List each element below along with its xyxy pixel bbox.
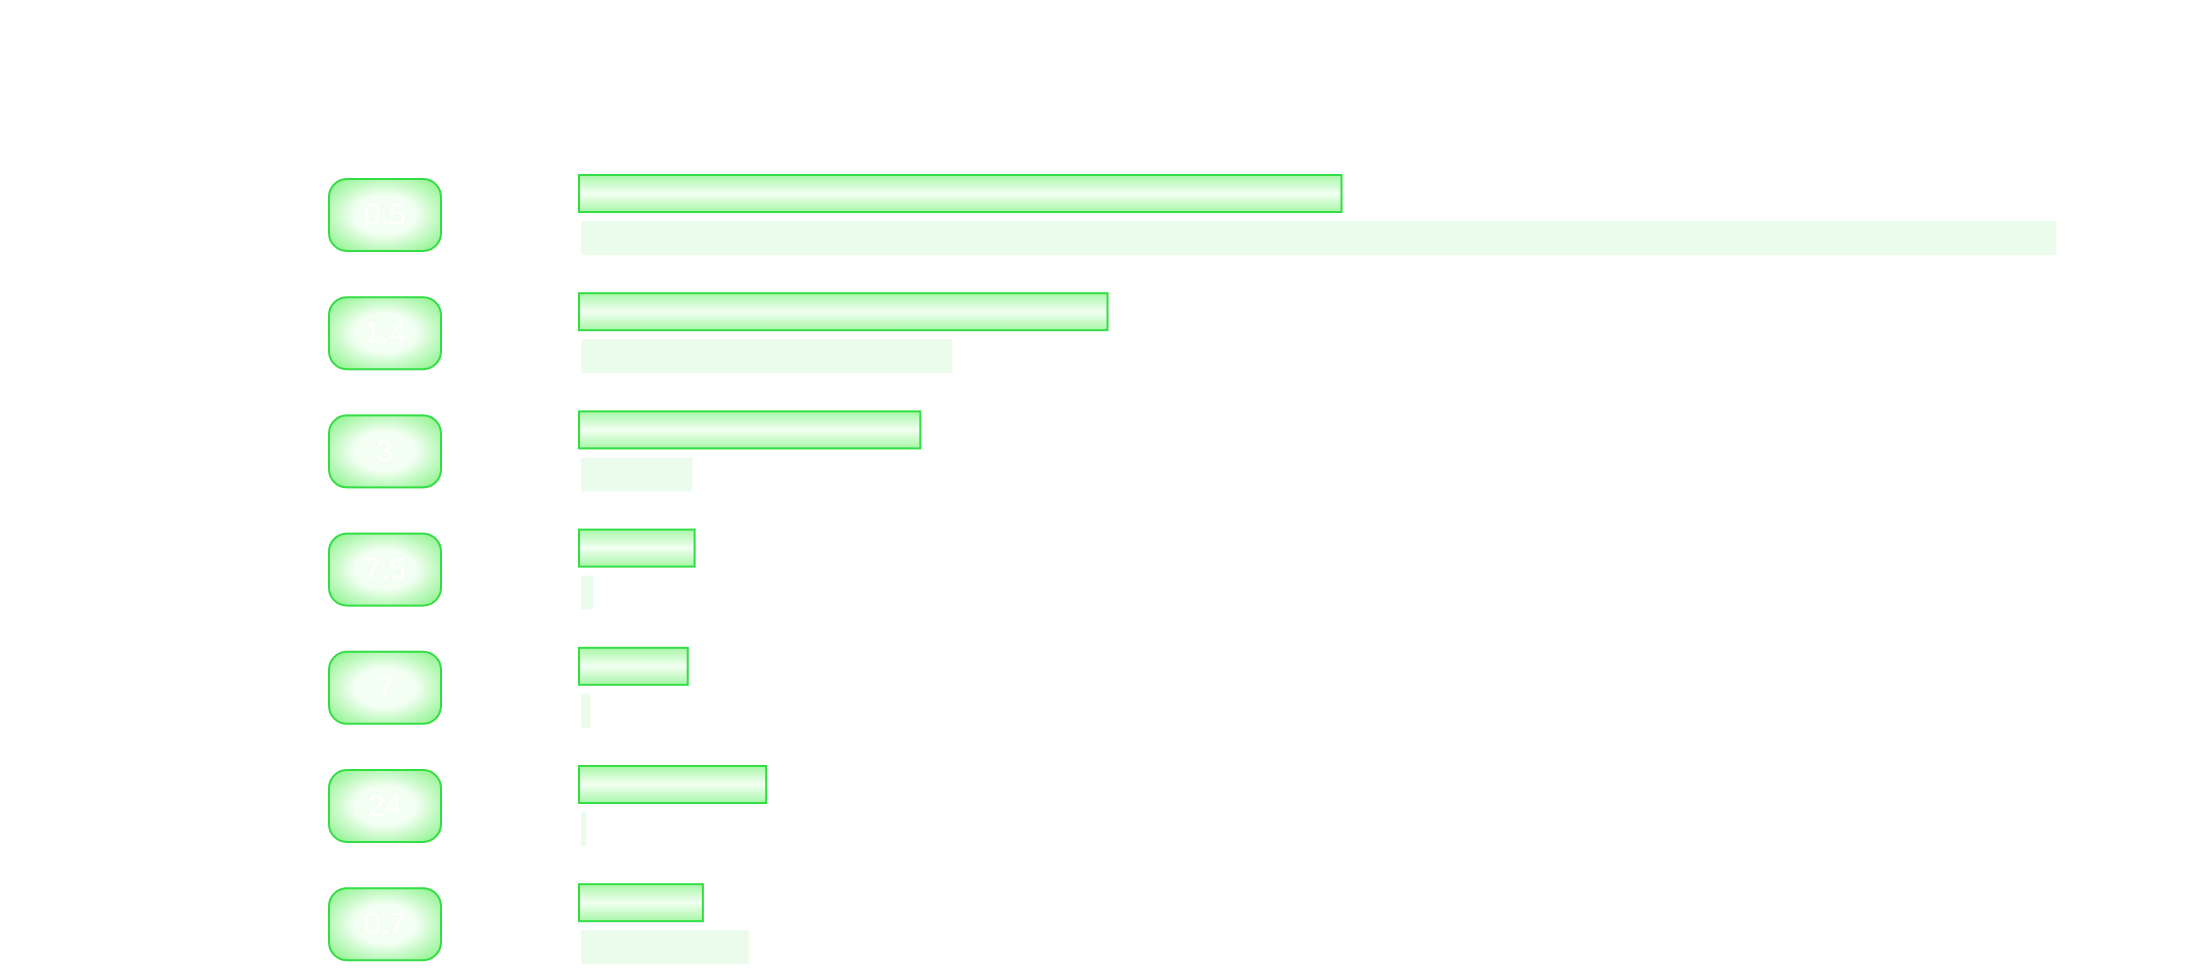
category-label: 7 [377, 671, 394, 704]
category-pill [328, 296, 442, 371]
bar-row: 24 [328, 765, 768, 846]
bar-row: 7 [328, 646, 689, 728]
category-pill [328, 414, 442, 489]
category-pill [328, 178, 442, 252]
bar-row: 7.5 [328, 528, 696, 610]
secondary-bar [581, 221, 2057, 255]
category-label: 1.4 [364, 317, 406, 350]
category-label: 0.7 [364, 908, 406, 941]
primary-bar [578, 883, 704, 923]
primary-bar [578, 528, 696, 568]
category-pill [328, 769, 442, 843]
category-pill [328, 887, 442, 962]
secondary-bar [581, 930, 749, 965]
primary-bar [578, 765, 768, 804]
bar-row: 3 [328, 410, 922, 492]
category-label: 3 [377, 435, 394, 468]
category-pill [328, 532, 442, 607]
primary-bar [578, 410, 922, 450]
secondary-bar [581, 812, 587, 846]
primary-bar [578, 174, 1343, 213]
bar-row: 0.7 [328, 883, 749, 965]
secondary-bar [581, 693, 591, 728]
category-label: 7.5 [364, 553, 406, 586]
bar-row: 1.4 [328, 292, 1109, 374]
secondary-bar [581, 339, 953, 374]
secondary-bar [581, 575, 594, 610]
bar-row: 0.5 [328, 174, 2057, 255]
secondary-bar [581, 457, 693, 492]
primary-bar [578, 292, 1109, 332]
category-label: 0.5 [364, 199, 406, 232]
category-label: 24 [368, 790, 401, 823]
category-pill [328, 650, 442, 725]
chart-rows: 0.5 1.4 3 7.5 7 24 0.7 [328, 174, 2057, 965]
primary-bar [578, 646, 689, 686]
